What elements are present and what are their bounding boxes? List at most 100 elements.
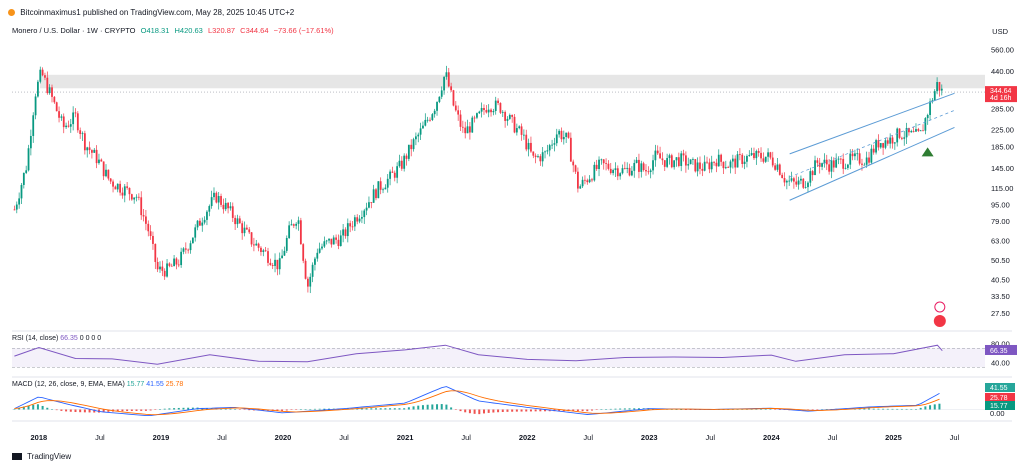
candle-body	[788, 180, 791, 182]
macd-histogram-bar	[229, 408, 232, 410]
macd-histogram-bar	[384, 408, 387, 410]
macd-histogram-bar	[501, 409, 504, 413]
candle-body	[849, 153, 852, 165]
candle-body	[924, 118, 927, 131]
candle-body	[440, 90, 443, 97]
x-tick-label: Jul	[950, 433, 960, 442]
macd-histogram-bar	[572, 409, 575, 412]
macd-histogram-bar	[684, 409, 687, 410]
macd-histogram-bar	[872, 408, 875, 410]
candle-body	[123, 186, 126, 196]
candle-body	[673, 160, 676, 168]
candle-body	[518, 126, 521, 129]
candle-body	[823, 159, 826, 164]
candle-body	[800, 178, 802, 181]
candle-body	[821, 163, 823, 167]
macd-histogram-bar	[778, 409, 781, 410]
candle-body	[321, 246, 323, 249]
candle-body	[501, 111, 504, 113]
candle-body	[128, 187, 131, 195]
candle-body	[879, 143, 882, 148]
macd-histogram-bar	[74, 409, 77, 413]
candle-body	[537, 156, 539, 158]
symbol-name[interactable]: Monero / U.S. Dollar · 1W · CRYPTO	[12, 26, 136, 35]
macd-histogram-bar	[107, 409, 110, 412]
candle-body	[400, 160, 403, 169]
y-tick-label: 50.50	[991, 256, 1010, 265]
macd-histogram-bar	[628, 408, 631, 410]
macd-histogram-bar	[492, 409, 495, 413]
candle-body	[288, 225, 291, 238]
candle-body	[933, 91, 936, 101]
candle-body	[459, 114, 462, 127]
candle-body	[65, 125, 67, 128]
macd-histogram-bar	[313, 408, 316, 410]
candle-body	[842, 158, 845, 169]
candle-body	[130, 194, 133, 200]
candle-body	[614, 168, 617, 171]
candle-body	[325, 240, 328, 242]
candle-body	[635, 159, 638, 163]
macd-histogram-bar	[79, 409, 82, 413]
candle-body	[170, 265, 173, 267]
candle-body	[398, 160, 401, 167]
macd-histogram-bar	[295, 409, 298, 410]
rsi-tick-label: 40.00	[991, 359, 1010, 368]
macd-histogram-bar	[281, 409, 284, 411]
candle-body	[107, 169, 110, 179]
candle-body	[795, 181, 798, 185]
candle-body	[140, 197, 143, 216]
macd-histogram-bar	[55, 409, 58, 411]
candle-body	[560, 130, 563, 140]
macd-histogram-bar	[473, 409, 476, 414]
macd-histogram-bar	[243, 409, 246, 410]
macd-histogram-bar	[539, 409, 542, 412]
candle-body	[173, 258, 175, 267]
candle-body	[422, 125, 424, 129]
candle-body	[469, 126, 471, 133]
candle-body	[851, 153, 854, 157]
macd-histogram-bar	[154, 409, 157, 410]
candle-body	[541, 152, 544, 162]
macd-histogram-bar	[534, 409, 537, 412]
candle-body	[389, 171, 391, 179]
candle-body	[797, 180, 800, 185]
y-tick-label: 95.00	[991, 201, 1010, 210]
candle-body	[586, 180, 589, 183]
candle-body	[654, 150, 657, 161]
candle-body	[802, 178, 805, 188]
candle-body	[771, 157, 774, 166]
macd-histogram-bar	[328, 408, 331, 410]
macd-histogram-bar	[163, 408, 166, 410]
candle-body	[443, 76, 445, 91]
rsi-badge-value: 66.35	[990, 348, 1008, 355]
candle-body	[323, 241, 326, 247]
candle-body	[666, 158, 669, 167]
macd-histogram-bar	[882, 408, 885, 410]
candle-body	[349, 223, 352, 227]
macd-histogram-bar	[750, 409, 753, 410]
macd-histogram-bar	[609, 408, 612, 410]
candle-body	[720, 154, 723, 162]
candle-body	[508, 114, 511, 119]
channel-mid-line	[789, 109, 955, 178]
macd-histogram-bar	[360, 408, 363, 410]
macd-histogram-bar	[515, 409, 518, 412]
candle-body	[74, 112, 77, 114]
macd-badge-bg	[985, 401, 1015, 410]
candle-body	[774, 165, 777, 170]
candle-body	[647, 171, 650, 173]
candle-body	[884, 140, 887, 148]
candle-body	[445, 72, 448, 77]
candle-body	[929, 101, 931, 116]
macd-histogram-bar	[605, 409, 608, 410]
candle-body	[203, 219, 206, 223]
rsi-legend: RSI (14, close) 66.35 0 0 0 0	[12, 335, 101, 342]
candle-body	[769, 152, 772, 158]
candle-body	[450, 86, 453, 91]
candle-body	[243, 227, 246, 234]
candle-body	[760, 152, 762, 159]
candle-body	[551, 144, 553, 146]
macd-histogram-bar	[877, 408, 880, 410]
